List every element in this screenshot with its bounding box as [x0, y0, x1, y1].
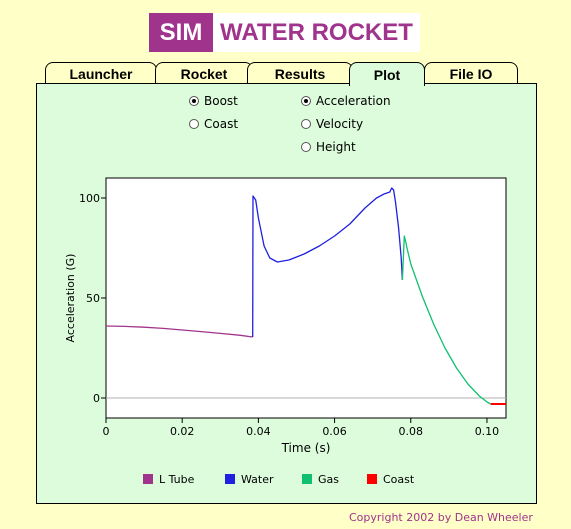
x-tick-label: 0.02 [170, 425, 195, 438]
series-line-1 [252, 187, 404, 338]
y-tick-label: 100 [79, 192, 100, 205]
radio-velocity-label: Velocity [316, 117, 364, 131]
tab-rocket[interactable]: Rocket [155, 62, 253, 84]
radio-boost[interactable]: Boost [189, 94, 238, 108]
x-tick-label: 0.08 [399, 425, 424, 438]
radio-boost-label: Boost [204, 94, 238, 108]
legend-swatch [225, 474, 235, 484]
series-line-2 [401, 235, 492, 405]
y-tick-label: 0 [93, 392, 100, 405]
radio-acceleration-label: Acceleration [316, 94, 391, 108]
legend-label: Water [241, 473, 274, 486]
radio-acceleration-indicator [301, 96, 311, 106]
legend-label: Gas [318, 473, 339, 486]
legend-swatch [302, 474, 312, 484]
app-logo: SIM WATER ROCKET [149, 13, 420, 52]
radio-boost-indicator [189, 96, 199, 106]
radio-height-label: Height [316, 140, 356, 154]
plot-area [105, 177, 507, 419]
radio-height[interactable]: Height [301, 140, 356, 154]
x-tick-label: 0 [103, 425, 110, 438]
logo-sim: SIM [149, 13, 213, 52]
legend-item-2: Gas [302, 473, 339, 486]
y-axis-label: Acceleration (G) [64, 254, 77, 343]
x-tick-label: 0.06 [322, 425, 347, 438]
radio-coast-indicator [189, 119, 199, 129]
tab-plot[interactable]: Plot [349, 62, 425, 86]
radio-coast[interactable]: Coast [189, 117, 238, 131]
legend-item-1: Water [225, 473, 274, 486]
radio-acceleration[interactable]: Acceleration [301, 94, 391, 108]
tab-launcher[interactable]: Launcher [45, 62, 157, 84]
tab-bar: Launcher Rocket Results Plot File IO [0, 0, 571, 90]
radio-coast-label: Coast [204, 117, 239, 131]
series-line-0 [105, 325, 253, 338]
legend-label: Coast [383, 473, 415, 486]
x-axis-label: Time (s) [281, 441, 331, 455]
tab-file-io[interactable]: File IO [424, 62, 518, 84]
radio-velocity-indicator [301, 119, 311, 129]
legend-label: L Tube [159, 473, 195, 486]
radio-velocity[interactable]: Velocity [301, 117, 363, 131]
legend-swatch [143, 474, 153, 484]
y-tick-label: 50 [86, 292, 100, 305]
legend-item-0: L Tube [143, 473, 195, 486]
legend-item-3: Coast [367, 473, 415, 486]
x-tick-label: 0.10 [475, 425, 500, 438]
legend-swatch [367, 474, 377, 484]
x-tick-label: 0.04 [246, 425, 271, 438]
logo-title: WATER ROCKET [213, 13, 420, 52]
radio-height-indicator [301, 142, 311, 152]
copyright-text: Copyright 2002 by Dean Wheeler [349, 511, 533, 524]
